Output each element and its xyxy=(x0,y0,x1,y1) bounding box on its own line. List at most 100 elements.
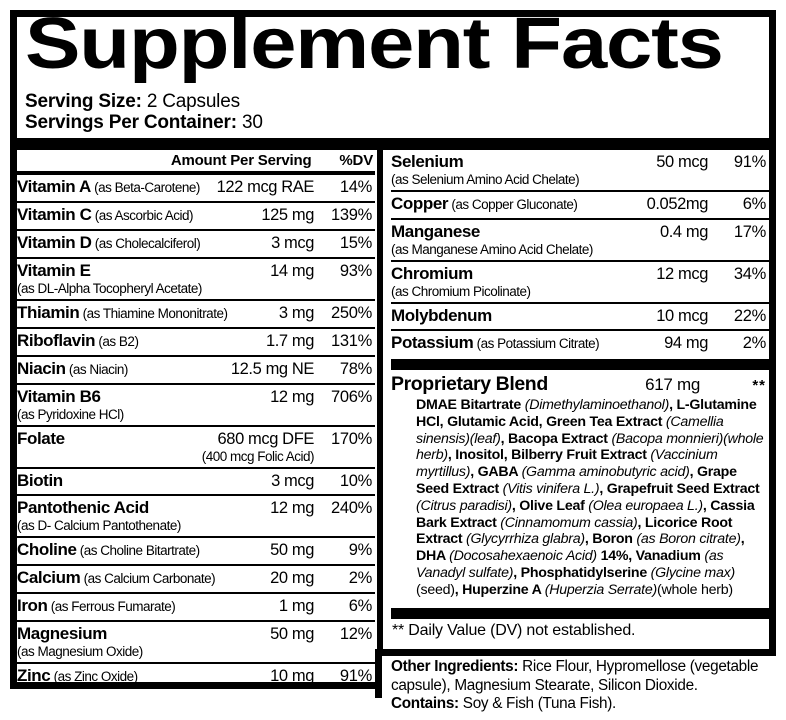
serving-size-line: Serving Size: 2 Capsules xyxy=(25,91,240,112)
text-segment: , Bacopa Extract xyxy=(500,430,612,447)
nutrient-row: Vitamin B6 12 mg 706% (as Pyridoxine HCl) xyxy=(17,383,375,425)
nutrient-amount: 12 mg xyxy=(270,499,314,517)
nutrient-dv: 15% xyxy=(339,234,372,252)
nutrient-amount: 94 mg xyxy=(664,334,708,352)
text-segment: (Cinnamomum cassia) xyxy=(500,514,638,531)
nutrient-name: Chromium xyxy=(391,264,473,283)
nutrient-amount: 12.5 mg NE xyxy=(230,360,315,378)
nutrient-name: Pantothenic Acid xyxy=(17,498,149,517)
nutrient-source: (as Ferrous Fumarate) xyxy=(47,599,176,614)
proprietary-blend-row: Proprietary Blend 617 mg ** xyxy=(391,370,769,396)
nutrient-row: Calcium (as Calcium Carbonate) 20 mg 2% xyxy=(17,564,375,592)
text-segment: Soy & Fish (Tuna Fish). xyxy=(462,695,617,712)
nutrient-dv: 2% xyxy=(348,569,373,587)
blend-amount: 617 mg xyxy=(645,375,700,394)
text-segment: Rice Flour, Hypromellose (vegetable caps… xyxy=(391,658,759,694)
servings-per-container-line: Servings Per Container: 30 xyxy=(25,112,263,133)
nutrient-source: (as Potassium Citrate) xyxy=(473,336,600,351)
nutrient-source: (as Chromium Picolinate) xyxy=(391,284,531,299)
nutrient-name: Selenium xyxy=(391,152,464,171)
nutrient-line: Chromium 12 mcg 34% xyxy=(391,264,766,284)
serving-size-value: 2 Capsules xyxy=(146,91,240,112)
text-segment: (whole herb) xyxy=(656,581,733,598)
text-segment: Other Ingredients: xyxy=(391,658,523,675)
nutrient-row: Zinc (as Zinc Oxide) 10 mg 91% xyxy=(17,662,375,690)
blend-dv-asterisks: ** xyxy=(752,377,766,394)
nutrient-source: (as DL-Alpha Tocopheryl Acetate) xyxy=(17,281,202,296)
nutrient-name: Vitamin C (as Ascorbic Acid) xyxy=(17,205,194,224)
nutrient-dv: 2% xyxy=(742,334,767,352)
nutrient-line: Selenium 50 mcg 91% xyxy=(391,152,766,172)
nutrient-row: Molybdenum 10 mcg 22% xyxy=(391,302,769,329)
nutrient-row: Potassium (as Potassium Citrate) 94 mg 2% xyxy=(391,329,769,357)
nutrient-name: Zinc (as Zinc Oxide) xyxy=(17,666,139,685)
panel-title: Supplement Facts xyxy=(25,4,724,84)
text-segment: (Bacopa monnieri)(whole herb) xyxy=(416,430,764,464)
nutrient-line: Potassium (as Potassium Citrate) 94 mg 2% xyxy=(391,333,766,354)
nutrient-dv: 78% xyxy=(339,360,372,378)
nutrient-amount: 125 mg xyxy=(261,206,314,224)
text-segment: DMAE Bitartrate xyxy=(416,397,525,413)
nutrient-source: (as Beta-Carotene) xyxy=(90,180,200,195)
nutrient-source: (as Zinc Oxide) xyxy=(50,669,139,684)
nutrient-line: Vitamin C (as Ascorbic Acid) 125 mg 139% xyxy=(17,205,372,226)
nutrient-amount-secondary: (400 mcg Folic Acid) xyxy=(201,449,315,464)
dv-header: %DV xyxy=(339,152,373,169)
nutrient-name: Iron (as Ferrous Fumarate) xyxy=(17,596,176,615)
text-segment: , Licorice Root Extract xyxy=(416,514,733,548)
footnote-divider-bar xyxy=(391,607,769,619)
nutrient-dv: 6% xyxy=(348,597,373,615)
text-segment: (as Boron citrate) xyxy=(636,531,741,548)
text-segment: , Boron xyxy=(584,531,637,548)
nutrient-line: Riboflavin (as B2) 1.7 mg 131% xyxy=(17,331,372,352)
text-segment: , Grapefruit Seed Extract xyxy=(599,480,760,497)
nutrient-amount: 0.052mg xyxy=(646,195,709,213)
header-divider-bar xyxy=(17,138,769,150)
nutrient-amount: 50 mg xyxy=(270,541,314,559)
nutrient-name: Choline (as Choline Bitartrate) xyxy=(17,540,200,559)
left-rows: Vitamin A (as Beta-Carotene) 122 mcg RAE 1… xyxy=(17,175,375,690)
nutrient-row: Niacin (as Niacin) 12.5 mg NE 78% xyxy=(17,355,375,383)
nutrient-row: Riboflavin (as B2) 1.7 mg 131% xyxy=(17,327,375,355)
nutrient-dv: 93% xyxy=(339,262,372,280)
text-segment: , DHA xyxy=(416,531,745,565)
nutrients-column-left: Amount Per Serving %DV Vitamin A (as Bet… xyxy=(17,150,375,690)
nutrient-dv: 170% xyxy=(330,430,372,448)
nutrient-amount: 122 mcg RAE xyxy=(216,178,315,196)
nutrient-name: Biotin xyxy=(17,471,63,490)
nutrient-line: Vitamin E 14 mg 93% xyxy=(17,261,372,281)
nutrient-name: Vitamin D (as Cholecalciferol) xyxy=(17,233,201,252)
nutrient-row: Vitamin C (as Ascorbic Acid) 125 mg 139% xyxy=(17,201,375,229)
text-segment: (Glycine max) xyxy=(650,564,736,581)
nutrient-source: (as Selenium Amino Acid Chelate) xyxy=(391,172,580,187)
text-segment: (Gamma aminobutyric acid) xyxy=(521,464,690,481)
text-segment: Contains: xyxy=(391,695,463,712)
nutrient-line: Thiamin (as Thiamine Mononitrate) 3 mg 250… xyxy=(17,303,372,324)
nutrient-dv: 12% xyxy=(339,625,372,643)
nutrient-name: Copper (as Copper Gluconate) xyxy=(391,194,578,213)
nutrient-dv: 9% xyxy=(348,541,373,559)
nutrient-line: Copper (as Copper Gluconate) 0.052mg 6% xyxy=(391,194,766,215)
serving-size-label: Serving Size: xyxy=(25,91,142,112)
nutrient-name: Potassium (as Potassium Citrate) xyxy=(391,333,600,352)
nutrient-source: (as Choline Bitartrate) xyxy=(76,543,200,558)
nutrient-source: (as Manganese Amino Acid Chelate) xyxy=(391,242,593,257)
nutrient-row: Folate 680 mcg DFE (400 mcg Folic Acid) 170… xyxy=(17,425,375,467)
nutrient-name: Molybdenum xyxy=(391,306,492,325)
right-rows: Selenium 50 mcg 91% (as Selenium Amino Acid… xyxy=(391,150,769,357)
nutrient-amount: 10 mcg xyxy=(656,307,708,325)
nutrient-source: (as Pyridoxine HCl) xyxy=(17,407,124,422)
nutrient-dv: 17% xyxy=(733,223,766,241)
nutrient-amount: 1 mg xyxy=(278,597,314,615)
nutrient-row: Choline (as Choline Bitartrate) 50 mg 9% xyxy=(17,536,375,564)
nutrient-dv: 706% xyxy=(330,388,372,406)
other-ingredients-text: Other Ingredients: Rice Flour, Hypromell… xyxy=(391,658,768,695)
nutrient-amount: 12 mcg xyxy=(656,265,708,283)
amount-per-serving-header: Amount Per Serving xyxy=(170,152,312,169)
nutrient-row: Selenium 50 mcg 91% (as Selenium Amino Acid… xyxy=(391,150,769,190)
nutrient-dv: 6% xyxy=(742,195,767,213)
text-segment: (Vitis vinifera L.) xyxy=(502,480,600,497)
nutrient-line: Biotin 3 mcg 10% xyxy=(17,471,372,491)
nutrient-name: Vitamin E xyxy=(17,261,91,280)
